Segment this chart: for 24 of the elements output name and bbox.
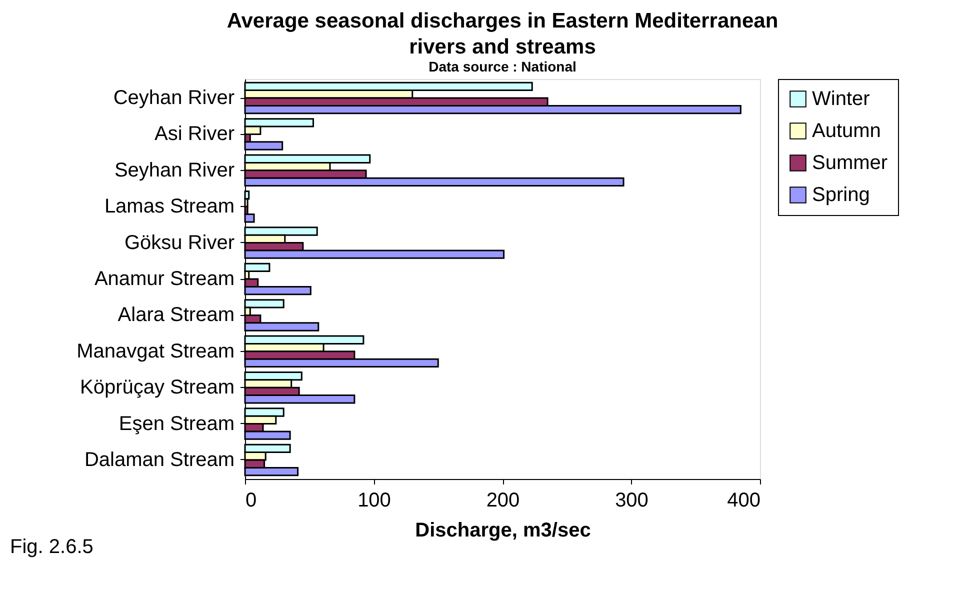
legend-label: Autumn (812, 120, 881, 142)
y-tick-label: Alara Stream (118, 304, 234, 326)
legend-label: Spring (812, 184, 870, 206)
y-tick-label: Seyhan River (114, 159, 235, 182)
legend-label: Winter (812, 88, 870, 110)
y-tick-label: Anamur Stream (94, 268, 234, 290)
y-tick-label: Dalaman Stream (84, 448, 234, 471)
y-tick-label: Eşen Stream (118, 412, 234, 435)
chart-title: Average seasonal discharges in Eastern Mediterranean rivers and streams (226, 10, 778, 58)
y-tick-label: Göksu River (124, 232, 235, 254)
chart-subtitle: Data source : National (428, 58, 576, 74)
x-tick-label: 300 (615, 490, 648, 512)
y-tick-label: Köprüçay Stream (80, 376, 234, 399)
x-tick-label: 200 (486, 490, 520, 512)
y-tick-label: Lamas Stream (104, 196, 234, 218)
x-axis-title: Discharge, m3/sec (415, 520, 591, 542)
x-tick-label: 0 (246, 490, 257, 512)
y-tick-label: Asi River (154, 123, 235, 146)
y-tick-label: Manavgat Stream (76, 340, 234, 362)
y-tick-label: Ceyhan River (113, 87, 235, 110)
legend-label: Summer (812, 152, 888, 174)
x-tick-label: 100 (358, 490, 391, 512)
x-tick-label: 400 (727, 490, 760, 512)
caption: Fig. 2.6.5 (10, 536, 94, 558)
